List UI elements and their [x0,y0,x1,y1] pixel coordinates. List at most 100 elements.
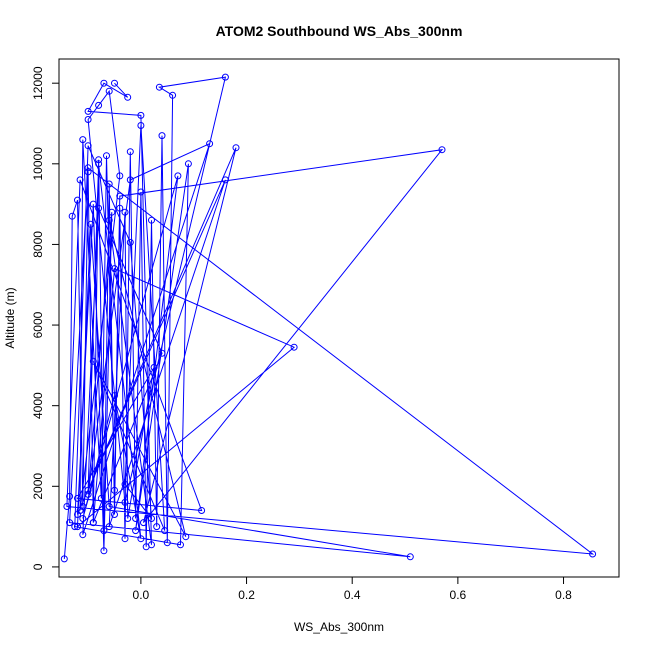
y-tick-label: 8000 [31,231,45,258]
data-point [84,107,92,115]
data-point [95,156,103,164]
data-point [71,523,79,531]
data-point [74,494,81,502]
data-point [63,503,71,510]
x-tick-label: 0.6 [450,588,467,602]
data-point [79,515,87,522]
data-point [111,392,118,400]
y-tick-label: 4000 [31,392,45,419]
data-point [161,527,169,535]
data-point [121,498,129,506]
data-point [184,160,192,168]
y-tick-label: 2000 [31,473,45,500]
data-point [158,349,166,357]
data-point [66,519,74,527]
data-point [137,188,145,196]
data-point [74,511,81,518]
data-point [148,216,155,224]
data-point [221,73,229,81]
data-point [111,79,118,87]
data-point [163,539,171,547]
data-point [148,541,155,549]
data-point [111,265,118,273]
chart-title: ATOM2 Southbound WS_Abs_300nm [216,23,463,39]
data-point [116,172,124,180]
data-point [66,492,74,500]
data-point [137,111,145,119]
data-point [126,238,134,246]
data-point [182,533,190,541]
data-point [68,212,76,220]
data-point [232,144,240,152]
data-point [438,146,446,154]
data-point [150,363,158,371]
y-axis: 0 2000 4000 6000 8000 10000 12000 [31,66,60,570]
data-point [100,79,108,87]
data-point [174,172,182,180]
y-tick-label: 0 [31,563,45,570]
data-point [89,519,97,527]
data-point [589,550,597,558]
data-point [124,93,132,101]
data-point [84,490,92,498]
data-point [406,553,414,561]
x-axis: 0.0 0.2 0.4 0.6 0.8 [133,576,572,602]
plot-area [60,73,597,563]
data-point [79,531,87,539]
series-line [63,76,595,559]
data-point [116,204,124,212]
data-point [111,486,118,494]
data-point [121,480,129,488]
data-point [105,180,113,188]
data-point [169,91,177,99]
data-point [155,83,163,91]
data-point [89,357,97,365]
y-axis-label: Altitude (m) [3,287,17,348]
data-point [89,200,97,208]
data-point [105,523,113,531]
data-point [84,168,92,176]
data-point [105,503,113,510]
data-point [126,148,134,156]
data-point [84,486,92,494]
data-point [100,547,108,555]
data-point [87,220,95,228]
data-point [116,192,124,200]
data-point [103,152,110,160]
data-point [126,176,134,184]
data-point [121,535,129,543]
data-point [198,507,206,514]
data-point [105,87,113,95]
data-point [74,523,81,531]
data-point [177,541,184,549]
x-axis-label: WS_Abs_300nm [294,620,384,634]
data-point [132,515,140,522]
data-point [84,116,92,123]
data-point [84,164,92,172]
x-tick-label: 0.8 [555,588,572,602]
y-tick-label: 6000 [31,311,45,338]
data-point [100,527,108,535]
data-point [158,132,166,140]
data-point [221,176,229,184]
data-point [137,535,145,543]
data-point [153,523,161,531]
data-point [105,216,113,224]
data-point [95,204,103,212]
data-point [124,515,132,522]
data-point [206,140,214,148]
data-point [111,511,118,518]
data-point [74,196,81,204]
data-point [140,519,147,527]
data-point [121,208,129,216]
data-point [79,136,87,144]
data-point [97,494,105,502]
data-point [108,208,116,216]
data-point [76,176,84,184]
y-tick-label: 10000 [31,147,45,181]
y-tick-label: 12000 [31,66,45,100]
data-point [137,122,145,129]
data-point [132,527,140,535]
data-point [148,515,155,522]
